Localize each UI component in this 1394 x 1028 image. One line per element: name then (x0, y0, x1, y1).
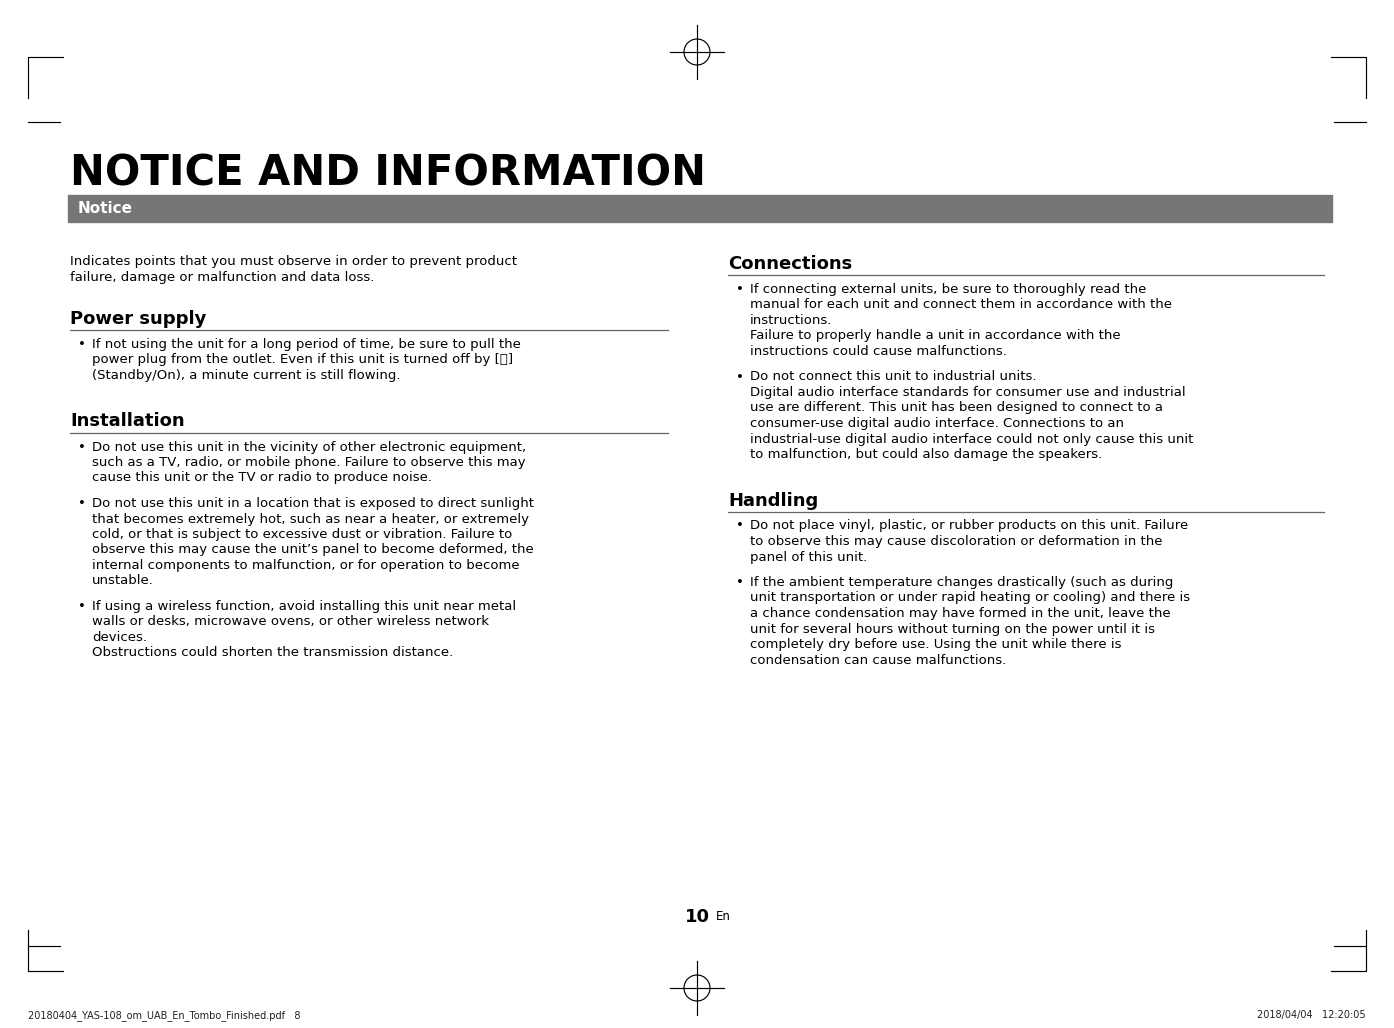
Text: Do not use this unit in the vicinity of other electronic equipment,: Do not use this unit in the vicinity of … (92, 441, 526, 453)
Text: NOTICE AND INFORMATION: NOTICE AND INFORMATION (70, 152, 705, 194)
Text: •: • (736, 370, 744, 383)
Text: En: En (717, 910, 730, 923)
Text: unit for several hours without turning on the power until it is: unit for several hours without turning o… (750, 623, 1156, 635)
Text: observe this may cause the unit’s panel to become deformed, the: observe this may cause the unit’s panel … (92, 544, 534, 556)
Text: •: • (78, 441, 86, 453)
Text: Connections: Connections (728, 255, 852, 273)
Text: to observe this may cause discoloration or deformation in the: to observe this may cause discoloration … (750, 535, 1163, 548)
Text: completely dry before use. Using the unit while there is: completely dry before use. Using the uni… (750, 638, 1122, 651)
Text: unit transportation or under rapid heating or cooling) and there is: unit transportation or under rapid heati… (750, 591, 1190, 604)
Text: 2018/04/04   12:20:05: 2018/04/04 12:20:05 (1257, 1009, 1366, 1020)
Text: internal components to malfunction, or for operation to become: internal components to malfunction, or f… (92, 559, 520, 572)
Text: consumer-use digital audio interface. Connections to an: consumer-use digital audio interface. Co… (750, 417, 1124, 430)
Text: panel of this unit.: panel of this unit. (750, 551, 867, 563)
Text: If not using the unit for a long period of time, be sure to pull the: If not using the unit for a long period … (92, 338, 521, 351)
Text: industrial-use digital audio interface could not only cause this unit: industrial-use digital audio interface c… (750, 433, 1193, 445)
Text: If the ambient temperature changes drastically (such as during: If the ambient temperature changes drast… (750, 576, 1174, 589)
Text: use are different. This unit has been designed to connect to a: use are different. This unit has been de… (750, 402, 1163, 414)
Text: •: • (736, 576, 744, 589)
Text: Obstructions could shorten the transmission distance.: Obstructions could shorten the transmiss… (92, 647, 453, 660)
Text: a chance condensation may have formed in the unit, leave the: a chance condensation may have formed in… (750, 607, 1171, 620)
Text: cause this unit or the TV or radio to produce noise.: cause this unit or the TV or radio to pr… (92, 472, 432, 484)
Text: Do not connect this unit to industrial units.: Do not connect this unit to industrial u… (750, 370, 1037, 383)
Text: •: • (78, 338, 86, 351)
Text: Power supply: Power supply (70, 310, 206, 328)
Text: •: • (736, 283, 744, 296)
Text: •: • (78, 497, 86, 510)
Text: condensation can cause malfunctions.: condensation can cause malfunctions. (750, 654, 1006, 666)
Text: Notice: Notice (78, 201, 132, 216)
Text: (Standby/On), a minute current is still flowing.: (Standby/On), a minute current is still … (92, 369, 400, 382)
Text: If using a wireless function, avoid installing this unit near metal: If using a wireless function, avoid inst… (92, 600, 516, 613)
Text: power plug from the outlet. Even if this unit is turned off by [⏻]: power plug from the outlet. Even if this… (92, 354, 513, 367)
Text: devices.: devices. (92, 631, 146, 644)
Text: instructions.: instructions. (750, 314, 832, 327)
Text: Do not use this unit in a location that is exposed to direct sunlight: Do not use this unit in a location that … (92, 497, 534, 510)
Text: 10: 10 (684, 908, 710, 926)
Text: that becomes extremely hot, such as near a heater, or extremely: that becomes extremely hot, such as near… (92, 513, 528, 525)
Text: Indicates points that you must observe in order to prevent product: Indicates points that you must observe i… (70, 255, 517, 268)
Text: cold, or that is subject to excessive dust or vibration. Failure to: cold, or that is subject to excessive du… (92, 528, 512, 541)
Text: If connecting external units, be sure to thoroughly read the: If connecting external units, be sure to… (750, 283, 1146, 296)
Text: Digital audio interface standards for consumer use and industrial: Digital audio interface standards for co… (750, 386, 1186, 399)
Text: such as a TV, radio, or mobile phone. Failure to observe this may: such as a TV, radio, or mobile phone. Fa… (92, 456, 526, 469)
Text: to malfunction, but could also damage the speakers.: to malfunction, but could also damage th… (750, 448, 1103, 461)
Text: Failure to properly handle a unit in accordance with the: Failure to properly handle a unit in acc… (750, 330, 1121, 342)
Text: manual for each unit and connect them in accordance with the: manual for each unit and connect them in… (750, 298, 1172, 311)
Text: •: • (78, 600, 86, 613)
Bar (68, 195, 1333, 222)
Text: instructions could cause malfunctions.: instructions could cause malfunctions. (750, 345, 1006, 358)
Text: Do not place vinyl, plastic, or rubber products on this unit. Failure: Do not place vinyl, plastic, or rubber p… (750, 519, 1188, 533)
Text: failure, damage or malfunction and data loss.: failure, damage or malfunction and data … (70, 271, 375, 284)
Text: walls or desks, microwave ovens, or other wireless network: walls or desks, microwave ovens, or othe… (92, 616, 489, 628)
Text: Installation: Installation (70, 412, 184, 431)
Text: •: • (736, 519, 744, 533)
Text: 20180404_YAS-108_om_UAB_En_Tombo_Finished.pdf   8: 20180404_YAS-108_om_UAB_En_Tombo_Finishe… (28, 1009, 301, 1021)
Text: Handling: Handling (728, 491, 818, 510)
Text: unstable.: unstable. (92, 575, 153, 587)
